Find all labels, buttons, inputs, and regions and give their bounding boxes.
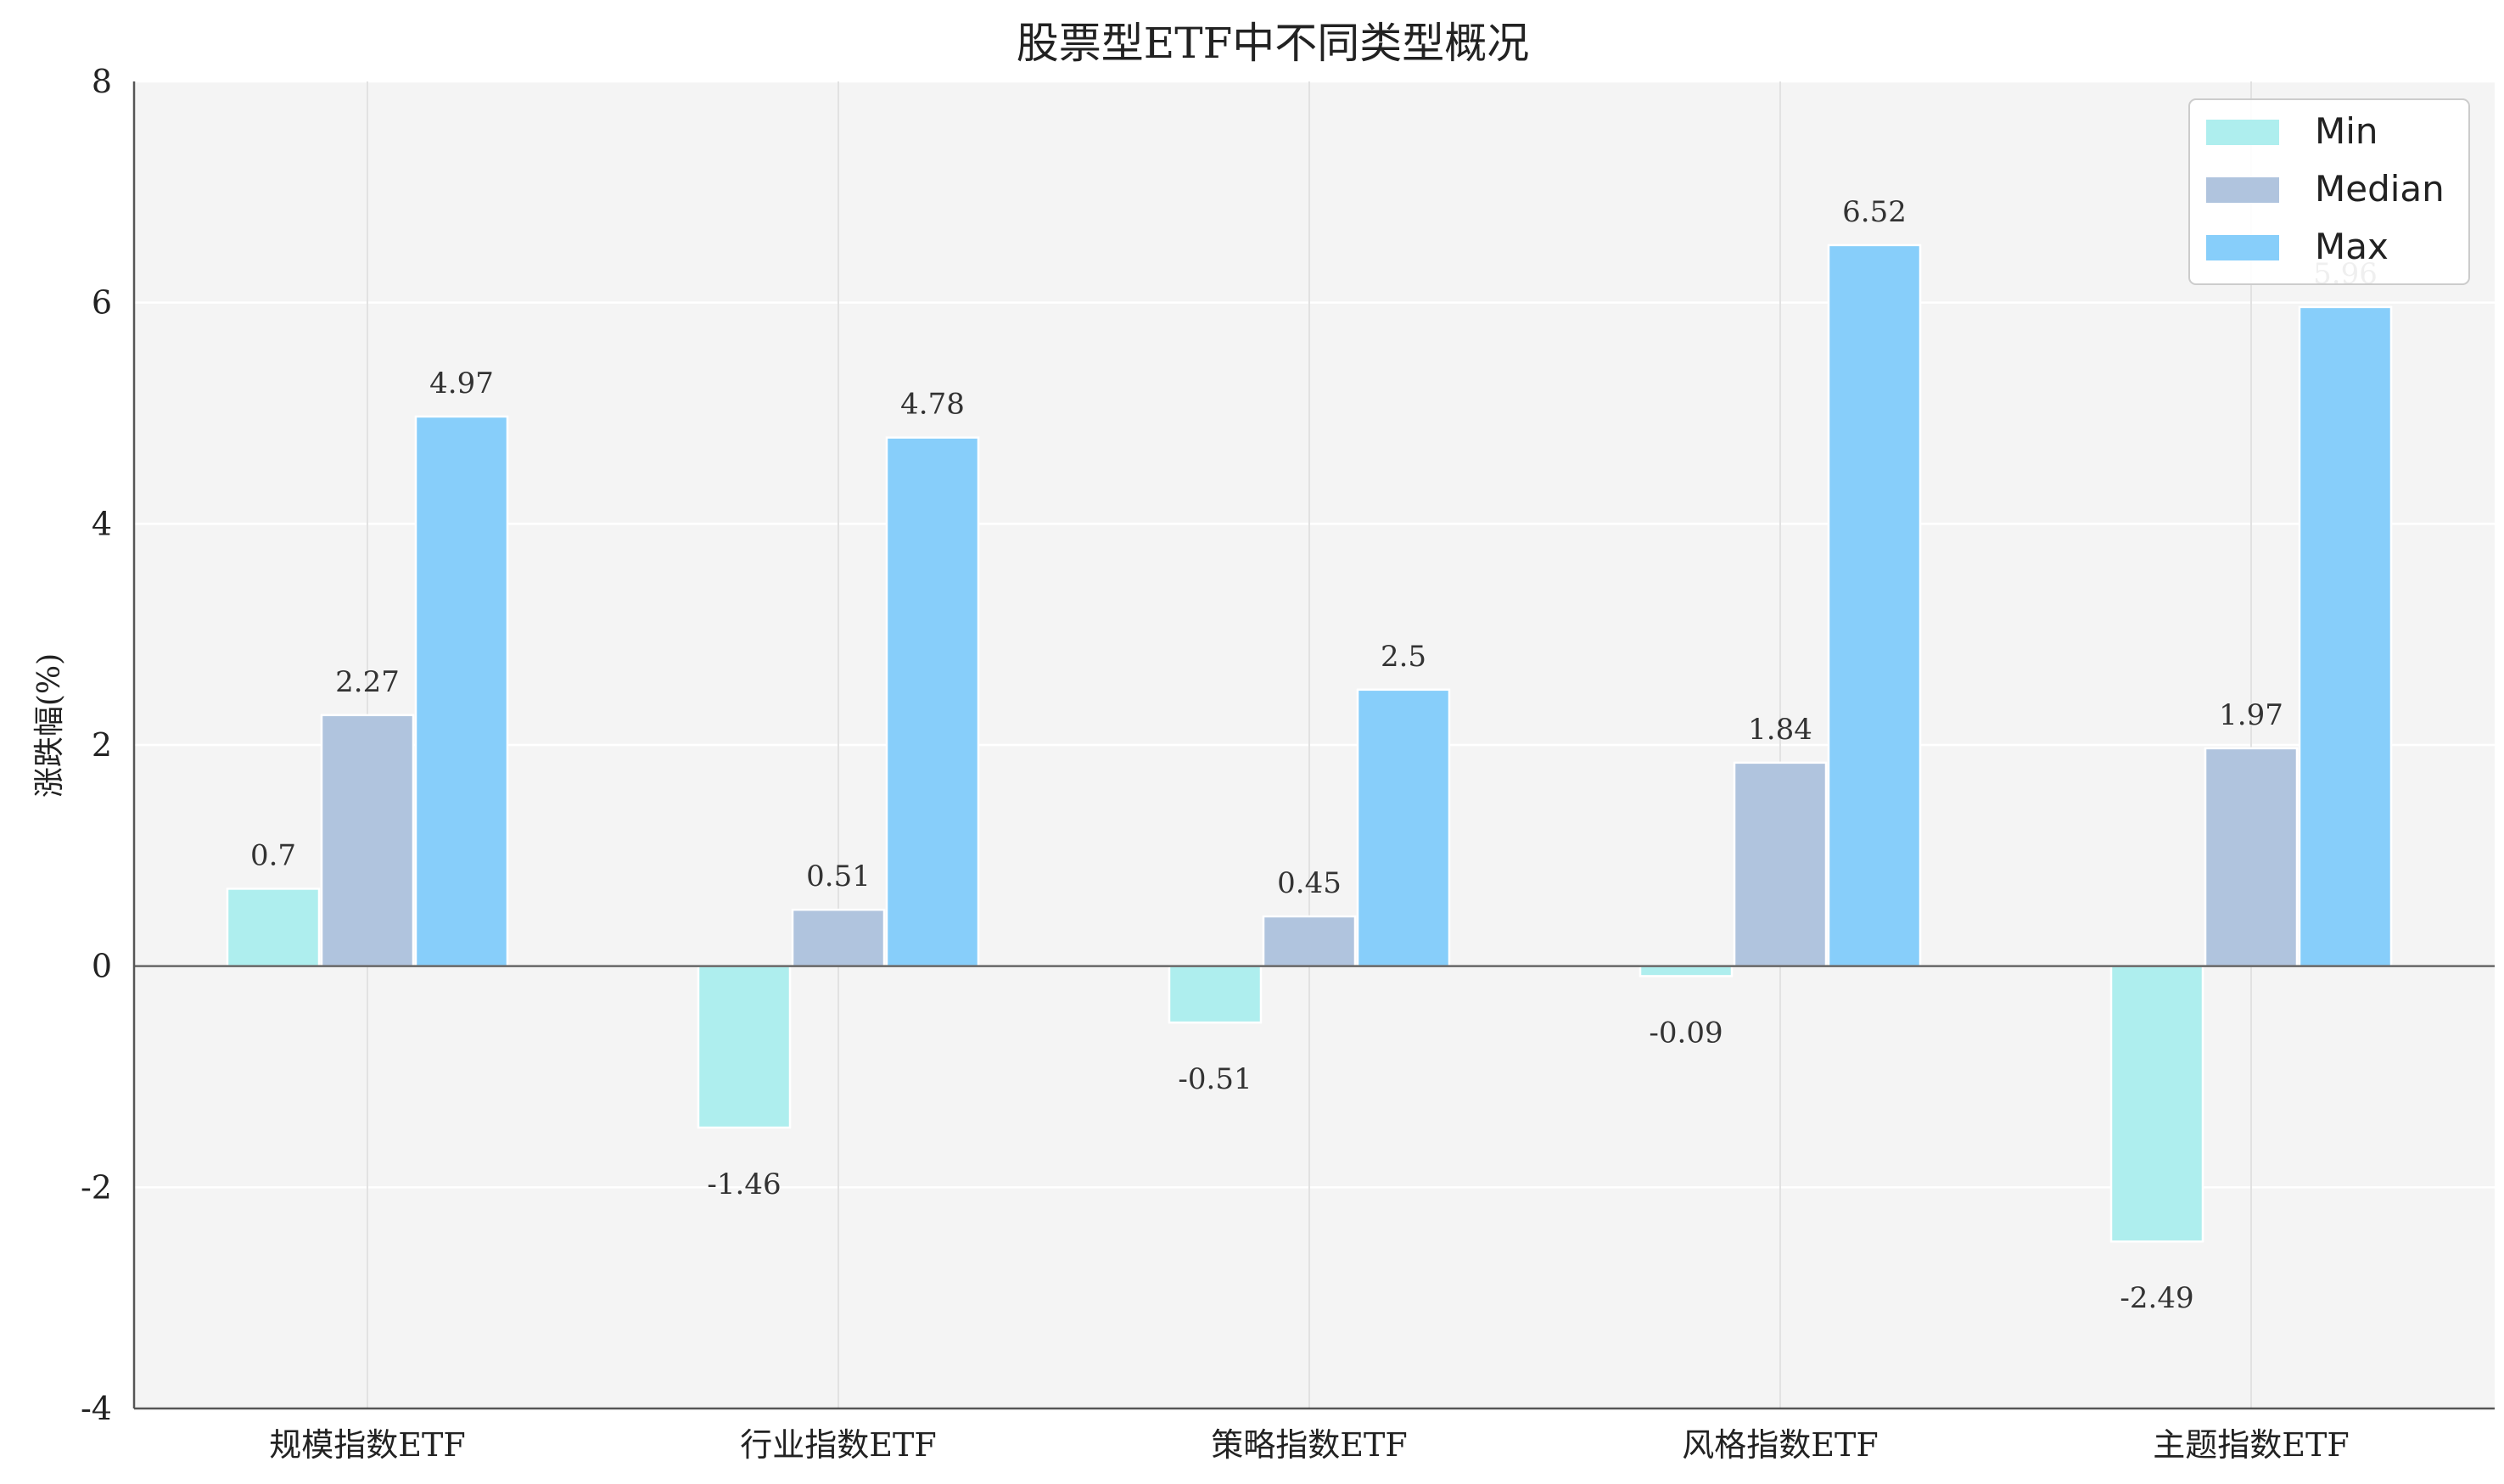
bar-median	[1733, 761, 1828, 967]
data-label: -0.09	[1649, 1016, 1723, 1050]
data-label: 0.45	[1277, 866, 1342, 900]
bar-median	[320, 714, 415, 967]
data-label: 0.7	[250, 838, 296, 872]
data-label: 0.51	[806, 860, 871, 893]
y-tick-label: 4	[92, 505, 112, 542]
legend-label-median: Median	[2315, 168, 2445, 210]
legend-label-min: Min	[2315, 110, 2378, 152]
legend: Min Median Max	[2188, 98, 2470, 285]
data-label: 4.97	[429, 367, 494, 400]
x-ticks: 规模指数ETF 行业指数ETF 策略指数ETF 风格指数ETF 主题指数ETF	[269, 1426, 2349, 1464]
data-label: 1.84	[1748, 713, 1812, 747]
data-label: -1.46	[707, 1168, 781, 1201]
x-tick-label: 规模指数ETF	[269, 1426, 465, 1464]
y-tick-label: 2	[92, 726, 112, 764]
bar-max	[885, 436, 980, 967]
legend-swatch-min	[2206, 120, 2279, 145]
bar-median	[2204, 747, 2299, 967]
y-tick-label: -4	[81, 1390, 112, 1427]
bar-min	[697, 965, 792, 1129]
bars	[226, 244, 2393, 1243]
bar-min	[1168, 965, 1263, 1024]
bar-min	[1639, 965, 1734, 977]
bar-min	[226, 888, 321, 967]
y-tick-label: 6	[92, 284, 112, 322]
x-tick-label: 风格指数ETF	[1682, 1426, 1878, 1464]
data-label: 2.27	[335, 665, 400, 699]
y-ticks: -4 -2 0 2 4 6 8	[81, 63, 112, 1427]
data-label: 6.52	[1842, 195, 1907, 229]
y-axis-label: 涨跌幅(%)	[32, 653, 67, 798]
data-label: 2.5	[1381, 640, 1426, 674]
legend-label-max: Max	[2315, 226, 2389, 267]
y-tick-label: 0	[92, 948, 112, 985]
x-tick-label: 行业指数ETF	[740, 1426, 936, 1464]
legend-swatch-median	[2206, 177, 2279, 203]
x-tick-label: 策略指数ETF	[1211, 1426, 1407, 1464]
bar-max	[414, 415, 509, 967]
bar-min	[2109, 965, 2204, 1243]
y-tick-label: -2	[81, 1168, 112, 1206]
data-label: 4.78	[900, 388, 965, 422]
chart-title: 股票型ETF中不同类型概况	[1017, 19, 1530, 68]
legend-swatch-max	[2206, 235, 2279, 260]
bar-median	[1262, 915, 1357, 967]
data-label: -0.51	[1178, 1062, 1252, 1096]
grid-lines	[134, 80, 2495, 1410]
bar-max	[1356, 688, 1451, 967]
y-tick-label: 8	[92, 63, 112, 100]
bar-max	[1827, 244, 1922, 967]
data-label: 1.97	[2219, 698, 2283, 732]
bar-median	[791, 908, 886, 967]
x-tick-label: 主题指数ETF	[2153, 1426, 2349, 1464]
data-label: -2.49	[2120, 1281, 2193, 1315]
bar-max	[2298, 305, 2393, 967]
